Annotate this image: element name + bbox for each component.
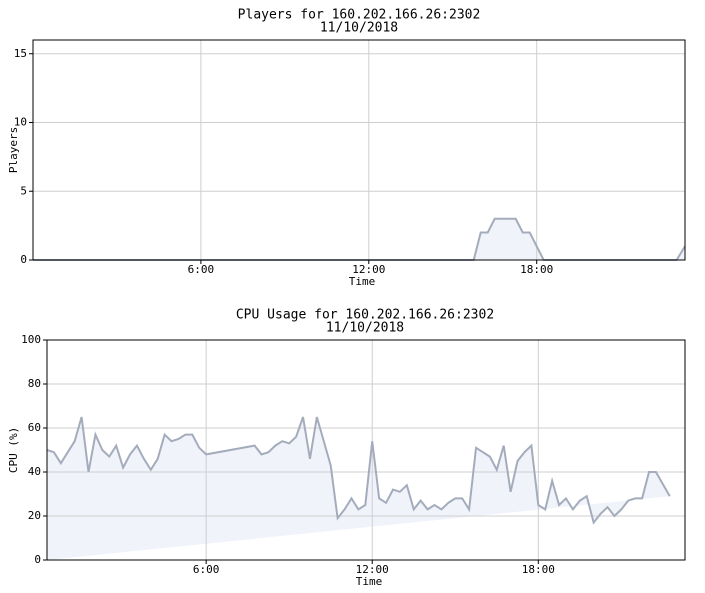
y-tick-label: 80 <box>28 377 41 390</box>
y-tick-label: 0 <box>34 553 41 566</box>
x-axis-label: Time <box>349 275 376 288</box>
plot-frame <box>32 39 686 261</box>
y-tick-label: 0 <box>20 253 27 266</box>
chart-subtitle: 11/10/2018 <box>326 321 404 336</box>
plot-area <box>33 40 685 260</box>
y-axis-label: Players <box>7 127 20 173</box>
y-tick-label: 60 <box>28 421 41 434</box>
x-axis-label: Time <box>356 575 383 588</box>
x-tick-label: 6:00 <box>193 563 220 576</box>
x-tick-label: 18:00 <box>520 263 553 276</box>
x-tick-label: 18:00 <box>522 563 555 576</box>
y-tick-label: 15 <box>14 47 27 60</box>
x-tick-label: 12:00 <box>356 563 389 576</box>
area-fill <box>33 218 685 260</box>
chart-title: CPU Usage for 160.202.166.26:2302 <box>236 308 494 323</box>
chart: CPU Usage for 160.202.166.26:230211/10/2… <box>7 308 686 588</box>
chart-subtitle: 11/10/2018 <box>320 21 398 36</box>
x-tick-label: 12:00 <box>352 263 385 276</box>
area-fill <box>47 417 670 560</box>
y-tick-label: 5 <box>20 184 27 197</box>
line <box>46 416 671 525</box>
x-tick-label: 6:00 <box>188 263 215 276</box>
y-axis-label: CPU (%) <box>7 427 20 473</box>
y-tick-label: 10 <box>14 116 27 129</box>
y-tick-label: 40 <box>28 465 41 478</box>
chart: Players for 160.202.166.26:230211/10/201… <box>7 8 686 288</box>
chart-title: Players for 160.202.166.26:2302 <box>238 8 481 23</box>
y-tick-label: 20 <box>28 509 41 522</box>
y-tick-label: 100 <box>21 333 41 346</box>
plot-frame <box>46 339 686 561</box>
